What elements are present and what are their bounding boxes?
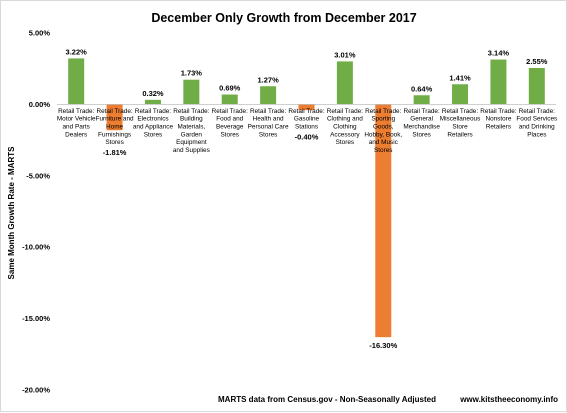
data-label: -16.30%	[369, 341, 397, 350]
data-label: 3.01%	[334, 50, 356, 59]
category-label: Retail Trade: Health and Personal Care Stor…	[248, 108, 289, 138]
bar	[144, 99, 161, 105]
data-label: 1.41%	[449, 73, 471, 82]
category-label: Retail Trade: Clothing and Clothing Accesso…	[327, 108, 364, 146]
data-label: 0.69%	[219, 84, 241, 93]
y-tick-label: -15.00%	[22, 314, 50, 323]
data-label: 1.73%	[181, 69, 203, 78]
bar	[183, 79, 200, 105]
category-label: Retail Trade: General Merchandise Stores	[403, 108, 440, 138]
data-label: 0.64%	[411, 84, 433, 93]
site-url: www.kitstheeconomy.info	[459, 395, 558, 404]
bar	[298, 104, 315, 111]
bar	[336, 61, 353, 105]
y-axis-label: Same Month Growth Rate - MARTS	[7, 146, 16, 280]
bar	[452, 84, 469, 105]
data-label: -0.40%	[295, 133, 319, 142]
source-note: MARTS data from Census.gov - Non-Seasona…	[218, 395, 436, 404]
bar	[490, 59, 507, 105]
category-label: Retail Trade: Furniture and Home Furnishing…	[96, 108, 134, 146]
bar	[68, 58, 85, 105]
bar	[528, 67, 545, 105]
data-label: 3.22%	[66, 47, 88, 56]
bar	[260, 86, 277, 105]
bar	[413, 95, 430, 105]
y-tick-label: 0.00%	[29, 100, 51, 109]
category-label: Retail Trade: Gasoline Stations	[288, 108, 324, 131]
data-label: 2.55%	[526, 57, 548, 66]
bar	[375, 104, 392, 338]
category-label: Retail Trade: Food Services and Drinking Pl…	[516, 108, 557, 138]
category-label: Retail Trade: Nonstore Retailers	[480, 108, 516, 131]
y-tick-label: -10.00%	[22, 243, 50, 252]
y-tick-label: 5.00%	[29, 29, 51, 38]
y-tick-label: -20.00%	[22, 386, 50, 395]
data-label: 1.27%	[257, 75, 279, 84]
category-label: Retail Trade: Sporting Goods, Hobby, Book, a…	[364, 108, 402, 154]
y-tick-label: -5.00%	[26, 171, 50, 180]
category-label: Retail Trade: Electronics and Appliance Sto…	[133, 108, 174, 138]
data-label: 0.32%	[142, 89, 164, 98]
category-label: Retail Trade: Food and Beverage Stores	[212, 108, 248, 138]
data-label: -1.81%	[103, 148, 127, 157]
plot-area: 5.00% 0.00% -5.00% -10.00% -15.00% -20.00% Ret…	[22, 29, 557, 395]
bar	[221, 94, 238, 105]
category-label: Retail Trade: Motor Vehicle and Parts Deale…	[57, 108, 96, 138]
bar	[106, 104, 123, 131]
category-label: Retail Trade: Miscellaneous Store Retailers	[440, 108, 481, 138]
data-label: 3.14%	[488, 49, 510, 58]
category-label: Retail Trade: Building Materials, Garden Equ…	[173, 108, 210, 154]
chart-title: December Only Growth from December 2017	[151, 11, 416, 25]
